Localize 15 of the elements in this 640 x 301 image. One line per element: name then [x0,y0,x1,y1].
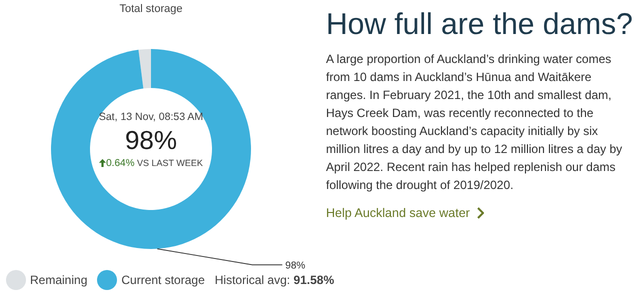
text: A large proportion of Auckland’s drinking water comes from 10 dams in Auckland’s Hūnua and Waitākere ranges. In February 2021, the 10th and smallest dam, Hays Creek Dam, was recently reconnected to the network boosting Auckland’s capacity initially by six million litres a day and by up to 12 million litres a day by April 2022. Recent rain has helped replenish our dams following the drought of 2019/2020. [326,51,624,194]
text: 0.64% [106,158,134,169]
text: 91.58% [293,273,334,287]
legend-label: Remaining [30,273,88,287]
donut-slice [138,49,151,88]
text: How full are the dams? [326,8,634,42]
text: Historical avg: [214,273,290,287]
text: Help Auckland save water [326,206,470,220]
text: VS LAST WEEK [137,158,203,168]
donut-slice [51,49,251,249]
legend-label: Current storage [121,273,205,287]
data-label: 98% [285,260,306,272]
text: Sat, 13 Nov, 08:53 AM [98,111,204,123]
text: 98% [124,125,178,156]
chart-title: Total storage [118,3,184,15]
